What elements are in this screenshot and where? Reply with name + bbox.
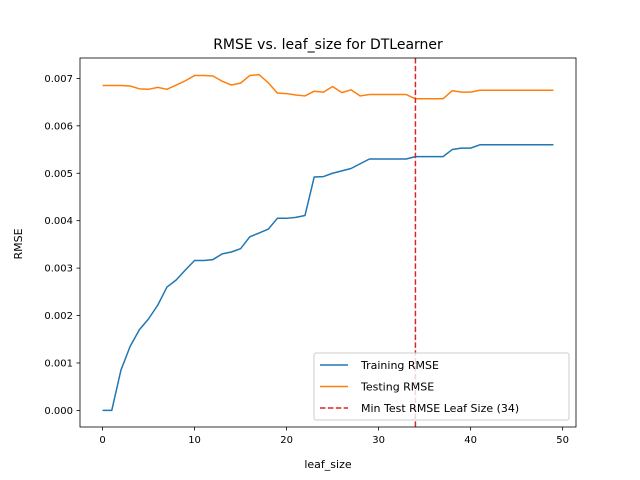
x-axis: 0 10 20 30 40 50 [99,427,569,446]
y-tick-label: 0.004 [44,216,73,227]
y-tick-label: 0.007 [44,74,73,85]
y-tick-label: 0.000 [44,406,73,417]
series-line-2 [102,73,554,100]
series-line-1 [102,144,554,412]
legend-box [313,352,570,421]
y-tick-label: 0.005 [44,169,73,180]
x-tick-label: 20 [280,435,293,446]
legend-label-1: Training RMSE [360,359,439,372]
x-axis-label: leaf_size [304,458,351,471]
plot-area [79,57,577,428]
x-tick-label: 10 [188,435,201,446]
y-axis: 0.000 0.001 0.002 0.003 0.004 0.005 0.006 0.007 [44,74,80,417]
y-tick-label: 0.003 [44,264,73,275]
legend-label-2: Testing RMSE [360,381,434,394]
y-tick-label: 0.006 [44,121,73,132]
chart-title: RMSE vs. leaf_size for DTLearner [213,37,443,53]
axes-frame [79,57,577,428]
legend-label-3: Min Test RMSE Leaf Size (34) [361,402,519,415]
y-tick-label: 0.002 [44,311,73,322]
y-tick-label: 0.001 [44,358,73,369]
x-tick-label: 50 [556,435,569,446]
x-tick-label: 30 [372,435,385,446]
x-tick-label: 0 [99,435,105,446]
legend: Training RMSE Testing RMSE Min Test RMSE L… [313,352,570,421]
y-axis-label: RMSE [12,228,25,259]
x-tick-label: 40 [464,435,477,446]
